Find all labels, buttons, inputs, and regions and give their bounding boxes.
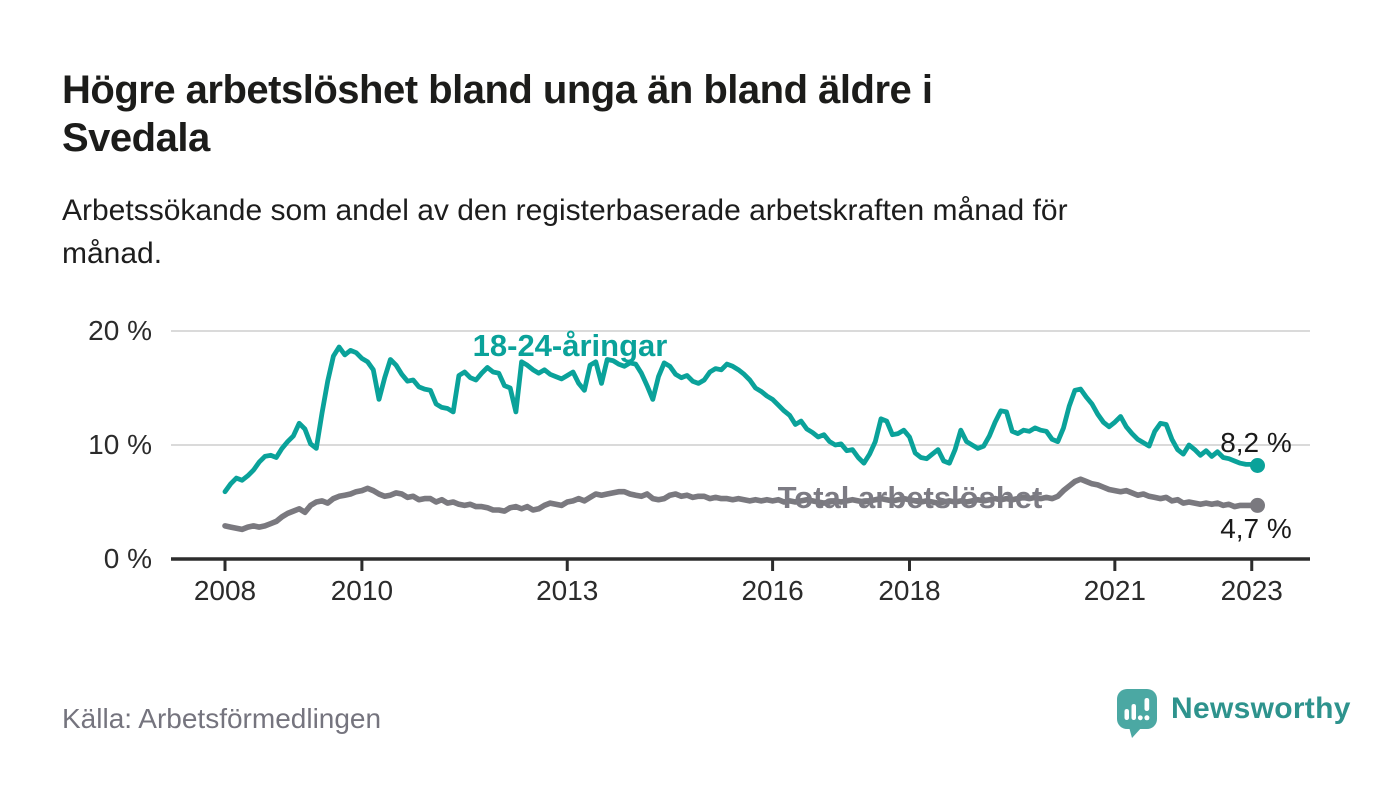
y-axis-label-10: 10 % — [88, 429, 152, 460]
chart-subtitle-line1: Arbetssökande som andel av den registerb… — [62, 194, 1068, 227]
x-axis-label-2016: 2016 — [741, 575, 804, 606]
series-label-young: 18-24-åringar — [472, 328, 668, 363]
x-axis-label-2021: 2021 — [1083, 575, 1146, 606]
source-note: Källa: Arbetsförmedlingen — [62, 703, 382, 734]
young-end-dot — [1250, 458, 1265, 473]
newsworthy-logo[interactable]: Newsworthy — [1116, 688, 1351, 738]
page-title-line1: Högre arbetslöshet bland unga än bland ä… — [62, 68, 933, 112]
page-title-line2: Svedala — [62, 116, 210, 160]
young-series-line — [222, 344, 1260, 495]
x-axis-label-2010: 2010 — [330, 575, 394, 606]
x-axis-label-2008: 2008 — [193, 575, 257, 606]
newsworthy-wordmark: Newsworthy — [1171, 692, 1351, 725]
chart-subtitle-line2: månad. — [62, 237, 163, 270]
chart-subtitle: Arbetssökande som andel av den registerb… — [62, 189, 1242, 275]
end-value-young: 8,2 % — [1220, 427, 1292, 458]
page-title: Högre arbetslöshet bland unga än bland ä… — [62, 66, 1242, 162]
y-axis-label-0: 0 % — [103, 543, 152, 574]
x-axis-label-2023: 2023 — [1220, 575, 1283, 606]
total-series-line — [222, 476, 1261, 533]
newsworthy-bubble-chart-icon — [1116, 688, 1158, 743]
end-value-total: 4,7 % — [1220, 513, 1292, 544]
total-end-dot — [1250, 497, 1265, 513]
x-axis-label-2018: 2018 — [878, 575, 941, 606]
series-label-total: Total arbetslöshet — [777, 480, 1043, 515]
y-axis-label-20: 20 % — [88, 315, 152, 346]
x-axis-label-2013: 2013 — [536, 575, 599, 606]
